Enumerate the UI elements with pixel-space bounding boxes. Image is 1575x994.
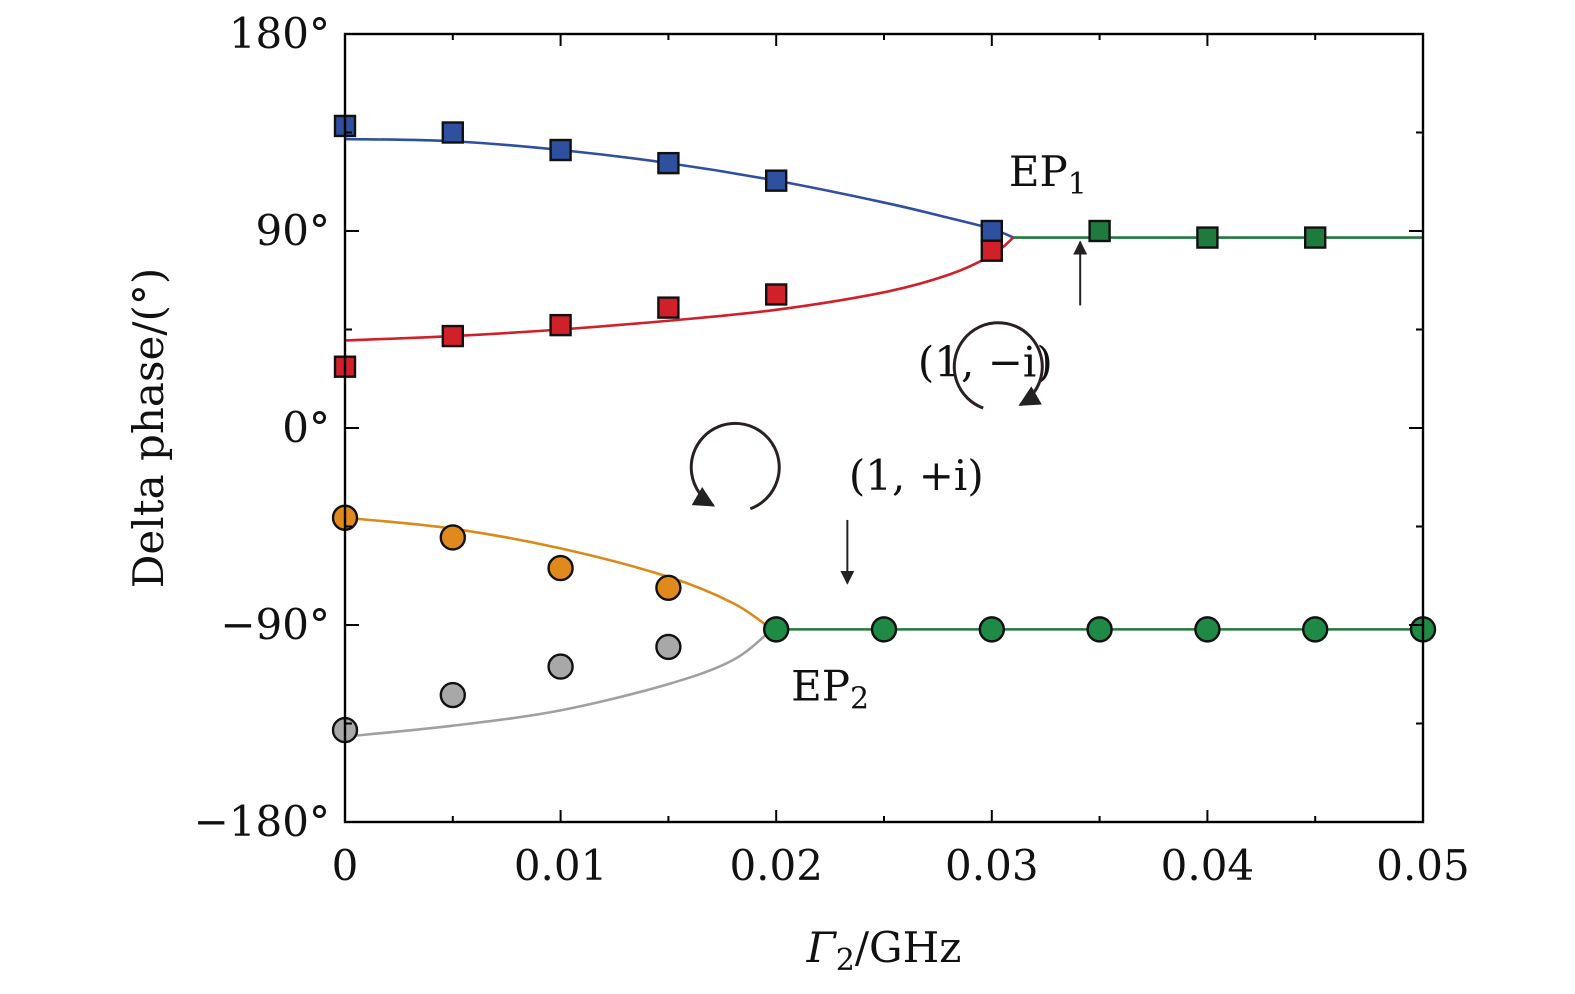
x-tick-label: 0.05 — [1376, 841, 1470, 890]
fit-curve-3 — [344, 516, 773, 631]
data-point-square — [980, 219, 1003, 243]
data-point-circle — [439, 681, 466, 709]
x-tick-label: 0 — [332, 841, 359, 890]
data-point-circle — [978, 616, 1005, 643]
fit-curve-4 — [344, 628, 773, 738]
data-point-circle — [655, 574, 682, 601]
data-point-circle — [439, 524, 466, 551]
data-point-square — [657, 296, 680, 319]
data-point-square — [1196, 226, 1219, 249]
data-point-square — [549, 138, 572, 162]
data-point-circle — [547, 653, 574, 680]
x-tick-label: 0.04 — [1161, 841, 1255, 890]
data-point-square — [549, 313, 572, 337]
ep1-label: EP1 — [1009, 147, 1087, 202]
x-tick-label: 0.01 — [514, 841, 608, 890]
data-point-circle — [1301, 616, 1329, 643]
y-tick-label: 90° — [256, 206, 330, 255]
data-point-square — [980, 239, 1003, 262]
fit-curve-1 — [344, 236, 1015, 342]
y-axis-label: Delta phase/(°) — [124, 268, 173, 589]
y-tick-label: 0° — [282, 403, 330, 452]
data-points — [331, 114, 1437, 744]
rotation-ccw-icon — [689, 421, 781, 511]
data-point-circle — [763, 616, 790, 643]
x-tick-label: 0.03 — [945, 841, 1039, 890]
data-point-square — [1303, 226, 1327, 249]
axes: 0 0.01 0.02 0.03 0.04 0.05 180° 90° 0° −90° −180° — [194, 9, 1470, 890]
data-point-circle — [870, 616, 898, 643]
y-tick-label: 180° — [229, 9, 330, 58]
data-point-square — [1088, 219, 1111, 243]
x-axis-label-symbol: Γ — [806, 923, 838, 972]
ep2-label: EP2 — [791, 661, 869, 716]
x-axis-label: Γ2/GHz — [806, 923, 962, 978]
x-tick-label: 0.02 — [729, 841, 823, 890]
data-point-square — [441, 324, 464, 348]
plot-frame — [343, 32, 1425, 824]
data-point-square — [765, 283, 788, 306]
data-point-circle — [1194, 616, 1221, 643]
data-point-square — [441, 121, 464, 144]
data-point-circle — [655, 633, 682, 661]
x-axis-label-unit: /GHz — [855, 923, 961, 972]
fit-curves — [344, 137, 1423, 738]
x-axis-label-subscript: 2 — [836, 943, 855, 978]
data-point-square — [765, 169, 788, 192]
fit-curve-0 — [344, 137, 1014, 239]
y-tick-label: −180° — [194, 797, 330, 846]
data-point-square — [657, 151, 680, 175]
annotations: EP1 EP2 (1, −i) (1, +i) — [689, 147, 1088, 716]
y-tick-label: −90° — [220, 600, 330, 649]
rotation-cw-icon — [952, 321, 1044, 410]
data-point-circle — [1086, 616, 1113, 643]
pol-minus-label: (1, −i) — [918, 337, 1053, 386]
data-point-circle — [547, 554, 574, 582]
pol-plus-label: (1, +i) — [849, 451, 984, 500]
